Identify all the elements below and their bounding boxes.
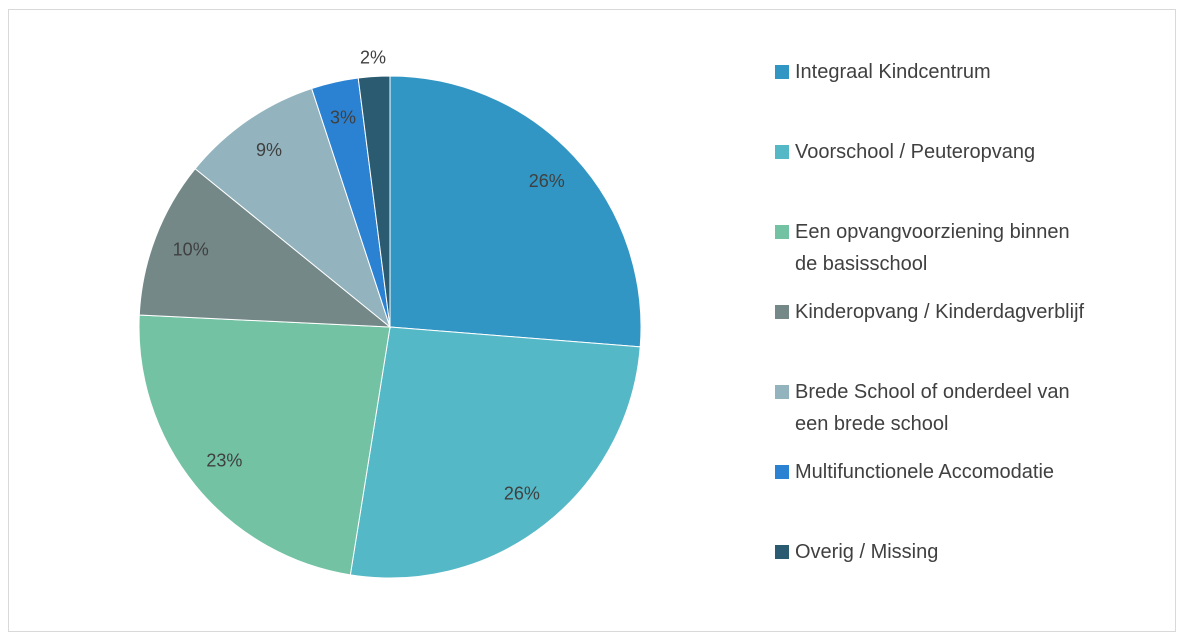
- legend-item: Overig / Missing: [775, 536, 1155, 568]
- legend-label: Kinderopvang / Kinderdagverblijf: [795, 301, 1085, 323]
- legend-label: Voorschool / Peuteropvang: [795, 141, 1036, 163]
- data-label: 10%: [173, 240, 209, 260]
- legend-item: Brede School of onderdeel van een brede …: [775, 376, 1155, 440]
- data-label: 23%: [206, 450, 242, 470]
- data-label: 26%: [504, 483, 540, 503]
- legend-item: Multifunctionele Accomodatie: [775, 456, 1155, 488]
- legend-swatch: [775, 225, 789, 239]
- legend-swatch: [775, 385, 789, 399]
- legend-swatch: [775, 465, 789, 479]
- legend-swatch: [775, 65, 789, 79]
- data-label: 3%: [330, 108, 356, 128]
- data-label: 2%: [360, 48, 386, 68]
- legend-swatch: [775, 305, 789, 319]
- pie-slice: [357, 75, 391, 328]
- legend-label: Multifunctionele Accomodatie: [795, 461, 1055, 483]
- legend-swatch: [775, 145, 789, 159]
- legend-label: Brede School of onderdeel van een brede …: [795, 381, 1070, 435]
- legend-label: Overig / Missing: [795, 541, 939, 563]
- chart-border: [8, 9, 1176, 632]
- data-label: 9%: [256, 140, 282, 160]
- pie-slice: [138, 314, 391, 576]
- data-label: 26%: [529, 171, 565, 191]
- pie-slice: [138, 168, 392, 328]
- pie-slice: [389, 75, 642, 348]
- legend-label: Integraal Kindcentrum: [795, 61, 991, 83]
- legend-item: Een opvangvoorziening binnen de basissch…: [775, 216, 1155, 280]
- legend-label: Een opvangvoorziening binnen de basissch…: [795, 221, 1070, 275]
- legend-item: Integraal Kindcentrum: [775, 56, 1155, 88]
- legend-swatch: [775, 545, 789, 559]
- legend-item: Kinderopvang / Kinderdagverblijf: [775, 296, 1155, 328]
- pie-slice: [349, 326, 641, 579]
- pie-slice: [194, 87, 392, 329]
- legend-item: Voorschool / Peuteropvang: [775, 136, 1155, 168]
